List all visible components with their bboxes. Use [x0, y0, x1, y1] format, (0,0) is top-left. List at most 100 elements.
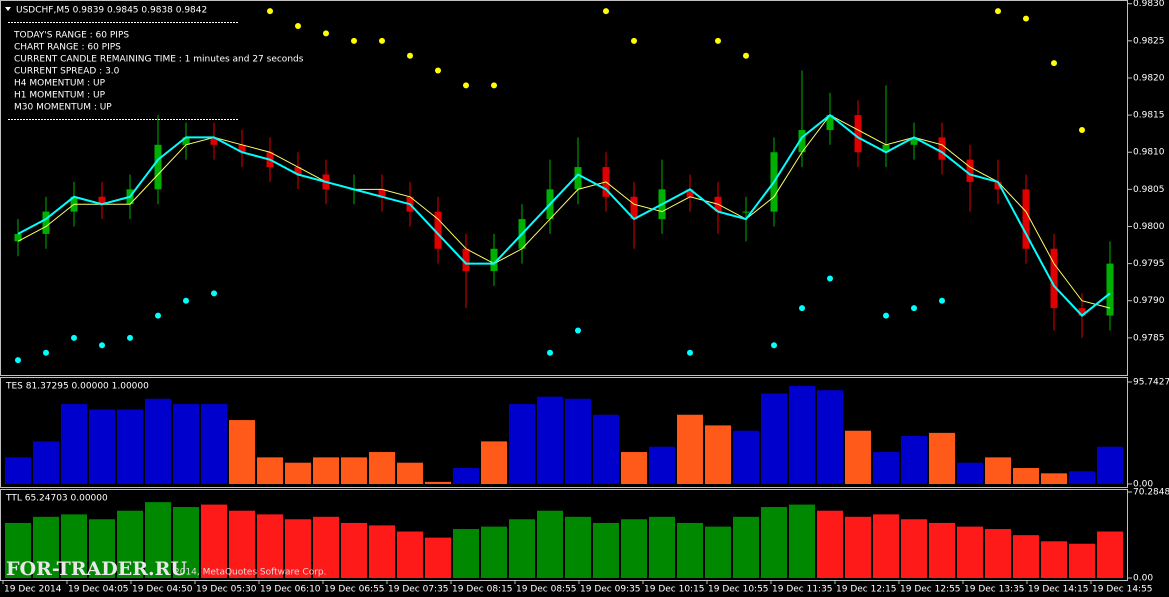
time-label: 19 Dec 09:35 — [580, 585, 641, 595]
time-label: 19 Dec 13:35 — [964, 585, 1025, 595]
time-label: 19 Dec 11:35 — [772, 585, 833, 595]
sar-dot — [631, 37, 637, 44]
candle-body — [742, 211, 750, 213]
histogram-bar — [705, 425, 731, 484]
time-label: 19 Dec 14:55 — [1092, 585, 1153, 595]
info-line: CURRENT SPREAD : 3.0 — [14, 67, 120, 77]
histogram-bar — [173, 507, 199, 578]
histogram-bar — [537, 396, 563, 484]
histogram-bar — [229, 510, 255, 578]
candle-body — [462, 248, 470, 272]
histogram-bar — [285, 462, 311, 484]
histogram-bar — [1041, 473, 1067, 484]
histogram-bar — [845, 430, 871, 484]
sar-dot — [715, 37, 721, 44]
histogram-bar — [5, 457, 31, 484]
watermark: FOR-TRADER.RU — [6, 558, 187, 580]
candle-body — [1078, 308, 1086, 316]
sar-dot — [911, 305, 917, 312]
histogram-bar — [145, 398, 171, 484]
histogram-bar — [341, 522, 367, 578]
y-tick-label: 0.9815 — [1133, 111, 1165, 121]
candle-body — [1106, 263, 1114, 316]
histogram-bar — [677, 414, 703, 484]
time-label: 19 Dec 06:10 — [260, 585, 321, 595]
histogram-bar — [1041, 541, 1067, 578]
histogram-bar — [369, 525, 395, 578]
candle-body — [994, 181, 1002, 190]
sar-dot — [351, 37, 357, 44]
sar-dot — [799, 305, 805, 312]
sar-dot — [743, 52, 749, 59]
sar-dot — [883, 312, 889, 319]
sar-dot — [939, 297, 945, 304]
copyright: 2014, MetaQuotes Software Corp. — [174, 568, 326, 578]
histogram-bar — [145, 502, 171, 578]
histogram-bar — [733, 516, 759, 578]
main-title: USDCHF,M5 0.9839 0.9845 0.9838 0.9842 — [16, 6, 207, 16]
histogram-bar — [593, 414, 619, 484]
histogram-bar — [957, 526, 983, 578]
histogram-bar — [929, 432, 955, 484]
time-label: 19 Dec 06:55 — [324, 585, 385, 595]
y-tick-label: 0.9825 — [1133, 36, 1165, 46]
sar-dot — [491, 82, 497, 89]
ttl-frame — [0, 489, 1128, 581]
dropdown-arrow — [5, 7, 11, 11]
histogram-bar — [789, 385, 815, 484]
histogram-bar — [649, 516, 675, 578]
candle-body — [574, 167, 582, 190]
histogram-bar — [621, 452, 647, 484]
sar-dot — [379, 37, 385, 44]
candle-body — [154, 144, 162, 190]
candle-body — [938, 137, 946, 160]
candle-body — [14, 233, 22, 242]
histogram-bar — [257, 514, 283, 578]
histogram-bar — [257, 457, 283, 484]
time-label: 19 Dec 07:35 — [388, 585, 449, 595]
histogram-bar — [61, 514, 87, 578]
tes-frame — [0, 377, 1128, 488]
histogram-bar — [61, 404, 87, 484]
histogram-bar — [117, 510, 143, 578]
time-label: 19 Dec 04:50 — [132, 585, 193, 595]
histogram-bar — [1069, 543, 1095, 578]
histogram-bar — [761, 393, 787, 484]
time-label: 19 Dec 14:15 — [1028, 585, 1089, 595]
histogram-bar — [201, 504, 227, 578]
plot-marks — [5, 8, 1123, 578]
sar-dot — [603, 8, 609, 15]
histogram-bar — [89, 519, 115, 578]
time-label: 19 Dec 12:15 — [836, 585, 897, 595]
histogram-bar — [453, 529, 479, 578]
sar-dot — [183, 297, 189, 304]
histogram-bar — [89, 409, 115, 484]
candle-body — [826, 115, 834, 130]
info-line: H1 MOMENTUM : UP — [14, 91, 106, 101]
candle-body — [490, 248, 498, 272]
info-line: H4 MOMENTUM : UP — [14, 79, 106, 89]
candle-body — [966, 159, 974, 182]
candle-body — [238, 144, 246, 153]
info-line: M30 MOMENTUM : UP — [14, 103, 112, 113]
histogram-bar — [873, 452, 899, 484]
histogram-bar — [1013, 468, 1039, 484]
histogram-bar — [621, 519, 647, 578]
histogram-bar — [425, 537, 451, 578]
sar-dot — [295, 22, 301, 29]
sar-dot — [1079, 126, 1085, 133]
histogram-bar — [565, 398, 591, 484]
sar-dot — [211, 290, 217, 297]
histogram-bar — [481, 441, 507, 484]
time-label: 19 Dec 2014 — [4, 585, 62, 595]
histogram-bar — [985, 529, 1011, 578]
histogram-bar — [369, 452, 395, 484]
candle-body — [294, 167, 302, 175]
sar-dot — [1051, 60, 1057, 67]
time-label: 19 Dec 08:15 — [452, 585, 513, 595]
y-tick-label: 0.9820 — [1133, 73, 1165, 83]
histogram-bar — [957, 462, 983, 484]
y-tick-label: 0.9810 — [1133, 148, 1165, 158]
y-tick-label: 95.74276 — [1133, 378, 1169, 388]
